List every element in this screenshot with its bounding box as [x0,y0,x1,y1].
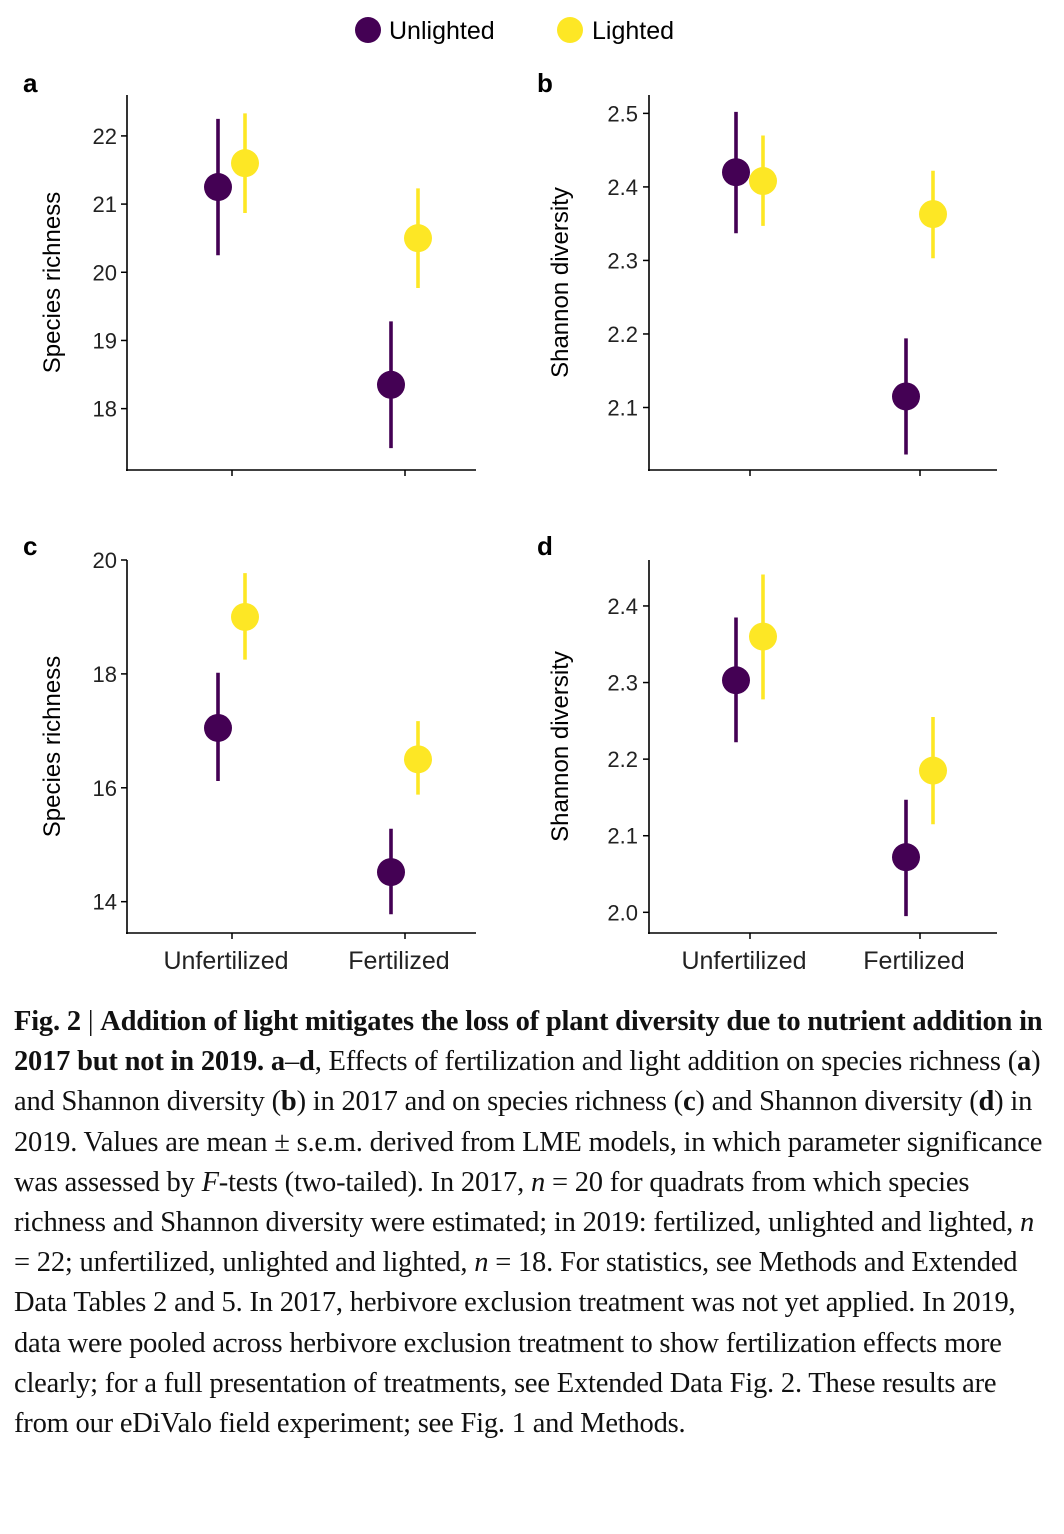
panel-a: a 18 19 20 21 22 Species richness [23,68,476,476]
caption-body: a–d, Effects of fertilization and light … [14,1046,1042,1439]
x-tick-label: Fertilized [348,947,449,975]
y-axis-label: Shannon diversity [547,187,574,378]
x-tick-label: Unfertilized [163,947,288,975]
data-point-lighted [919,200,947,229]
y-tick-label: 2.1 [607,396,638,421]
legend-marker-lighted [557,17,583,43]
figure-caption: Fig. 2 | Addition of light mitigates the… [14,1002,1054,1444]
y-tick-label: 2.5 [607,101,638,126]
legend: Unlighted Lighted [355,17,674,45]
caption-segment: n [1019,1207,1035,1239]
caption-segment: a [1017,1046,1032,1078]
y-axis-label: Species richness [39,656,66,837]
panel-letter: b [537,68,553,98]
caption-segment: n [530,1166,546,1198]
data-point-unlighted [377,858,405,887]
y-tick-label: 22 [93,124,117,149]
caption-segment: F [201,1166,219,1198]
caption-separator: | [80,1006,101,1037]
data-point-lighted [749,622,777,651]
caption-segment: ) and Shannon diversity ( [14,1046,1041,1118]
caption-segment: b [280,1086,297,1118]
y-tick-label: 2.3 [607,671,638,696]
y-tick-label: 2.4 [607,175,638,200]
caption-segment: ) in 2019. Values are mean ± s.e.m. deri… [14,1086,1043,1198]
y-tick-label: 2.2 [607,747,638,772]
caption-segment: , Effects of fertilization and light add… [314,1046,1018,1078]
data-point-lighted [231,602,259,631]
y-tick-label: 21 [93,192,117,217]
data-point-unlighted [377,370,405,399]
y-tick-label: 20 [93,260,117,285]
y-axis-label: Species richness [39,192,66,373]
data-point-unlighted [722,158,750,187]
panels: a 18 19 20 21 22 Species richness b 2.1 2.2 2.3 2.4… [23,68,997,975]
y-tick-label: 18 [93,397,117,422]
caption-segment [264,1046,271,1077]
y-tick-label: 2.1 [607,824,638,849]
data-point-lighted [404,224,432,253]
data-point-unlighted [892,843,920,872]
data-point-lighted [404,745,432,774]
x-tick-label: Unfertilized [681,947,806,975]
caption-segment: ) in 2017 and on species richness ( [296,1086,684,1118]
caption-segment: ) and Shannon diversity ( [695,1086,979,1118]
caption-segment: -tests (two-tailed). In 2017, [218,1166,531,1198]
legend-label-lighted: Lighted [592,17,674,45]
y-tick-label: 2.4 [607,594,638,619]
y-tick-label: 2.0 [607,900,638,925]
panel-d: d 2.0 2.1 2.2 2.3 2.4 Unfertilized Fertilized Sh… [537,531,997,975]
panel-b: b 2.1 2.2 2.3 2.4 2.5 Shannon diversity [537,68,997,476]
y-axis-label: Shannon diversity [547,651,574,842]
caption-segment: d [299,1046,315,1078]
caption-title: Addition of light mitigates the loss of … [14,1006,1043,1078]
y-tick-label: 16 [93,776,117,801]
panel-letter: c [23,531,37,561]
data-point-lighted [231,149,259,178]
data-point-unlighted [892,382,920,411]
y-tick-label: 20 [93,548,117,573]
data-point-lighted [749,167,777,196]
y-tick-label: 19 [93,328,117,353]
caption-segment: = 18. For statistics, see Methods and Ex… [14,1247,1018,1440]
y-tick-label: 2.2 [607,322,638,347]
caption-fig-label: Fig. 2 [14,1006,81,1037]
panel-letter: a [23,68,38,98]
data-point-unlighted [204,713,232,742]
caption-segment: d [978,1086,995,1118]
caption-segment: c [682,1086,696,1118]
y-tick-label: 18 [93,662,117,687]
data-point-unlighted [722,666,750,695]
legend-label-unlighted: Unlighted [389,17,495,45]
y-tick-label: 2.3 [607,248,638,273]
data-point-lighted [919,756,947,785]
panel-c: c 14 16 18 20 Unfertilized Fertilized Species r… [23,531,476,975]
caption-segment: n [474,1247,489,1279]
x-tick-label: Fertilized [863,947,964,975]
legend-marker-unlighted [355,17,381,43]
figure: Unlighted Lighted a 18 19 20 21 22 Species rich… [23,17,997,975]
caption-segment: = 22; unfertilized, unlighted and lighte… [14,1247,475,1279]
caption-segment: a [270,1046,285,1078]
y-tick-label: 14 [93,890,117,915]
caption-segment: – [284,1046,300,1078]
caption-segment: = 20 for quadrats from which species ric… [14,1166,1020,1239]
panel-letter: d [537,531,553,561]
data-point-unlighted [204,173,232,202]
